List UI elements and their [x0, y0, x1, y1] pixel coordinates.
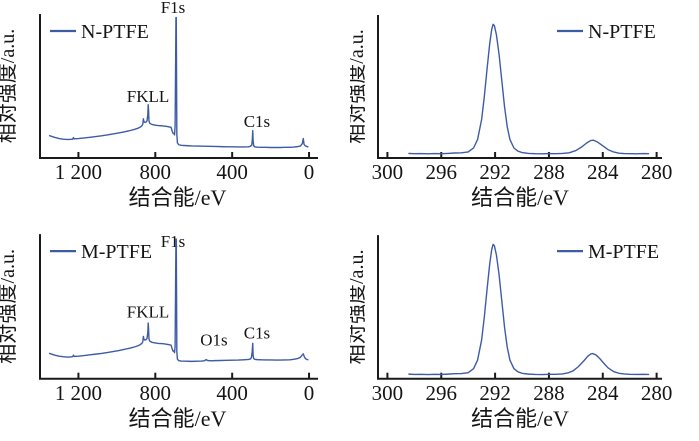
- x-tick-label: 800: [140, 381, 171, 405]
- x-tick-label: 800: [140, 160, 172, 184]
- x-tick-label: 1 200: [55, 381, 102, 405]
- peak-annotation: FKLL: [127, 87, 170, 106]
- panel-survey-m-ptfe: 1 200 800 400 0 结合能/eV 相对强度/a.u. M-PTFE F1s FKLL…: [0, 220, 350, 441]
- y-axis-title: 相对强度/a.u.: [0, 249, 19, 364]
- x-tick-label: 0: [304, 381, 314, 405]
- spectrum-curve: [48, 16, 309, 149]
- peak-annotation: F1s: [161, 0, 186, 17]
- x-tick-label: 292: [479, 381, 510, 405]
- legend-label: M-PTFE: [81, 241, 152, 263]
- chart-highres-m-ptfe: 300 296 292 288 284 280 结合能/eV 相对强度/a.u. M-PTFE: [350, 235, 672, 431]
- legend-label: N-PTFE: [81, 21, 149, 43]
- x-axis-title: 结合能/eV: [129, 406, 227, 431]
- x-tick-label: 300: [372, 381, 403, 405]
- spectrum-curve: [408, 23, 650, 155]
- y-axis-title: 相对强度/a.u.: [350, 249, 368, 364]
- x-tick-label: 0: [304, 160, 315, 184]
- y-axis-title: 相对强度/a.u.: [0, 29, 19, 143]
- x-tick-label: 400: [216, 160, 248, 184]
- x-tick-label: 284: [587, 160, 619, 184]
- peak-annotation: FKLL: [127, 302, 169, 321]
- panel-highres-n-ptfe: 300 296 292 288 284 280 结合能/eV 相对强度/a.u. N-PTFE: [350, 0, 699, 220]
- spectrum-curve: [408, 243, 650, 376]
- peak-annotation: C1s: [244, 324, 270, 343]
- x-tick-label: 1 200: [55, 160, 102, 184]
- x-tick-label: 296: [426, 381, 457, 405]
- x-tick-label: 296: [426, 160, 458, 184]
- x-tick-label: 300: [372, 160, 404, 184]
- x-tick-label: 288: [533, 381, 564, 405]
- legend-label: M-PTFE: [588, 241, 659, 263]
- x-axis-title: 结合能/eV: [129, 185, 227, 210]
- x-tick-label: 288: [533, 160, 565, 184]
- chart-survey-n-ptfe: 1 200 800 400 0 结合能/eV 相对强度/a.u. N-PTFE F1s FKLL…: [0, 0, 318, 210]
- x-axis-title: 结合能/eV: [471, 406, 569, 431]
- x-tick-label: 280: [641, 160, 673, 184]
- panel-survey-n-ptfe: 1 200 800 400 0 结合能/eV 相对强度/a.u. N-PTFE F1s FKLL…: [0, 0, 350, 220]
- peak-annotation: F1s: [161, 232, 186, 251]
- x-tick-label: 284: [587, 381, 619, 405]
- y-axis-title: 相对强度/a.u.: [350, 29, 368, 143]
- x-tick-label: 280: [641, 381, 672, 405]
- x-tick-label: 400: [216, 381, 247, 405]
- chart-survey-m-ptfe: 1 200 800 400 0 结合能/eV 相对强度/a.u. M-PTFE F1s FKLL…: [0, 232, 318, 431]
- peak-annotation: O1s: [200, 331, 227, 350]
- chart-highres-n-ptfe: 300 296 292 288 284 280 结合能/eV 相对强度/a.u. N-PTFE: [350, 15, 673, 210]
- legend-label: N-PTFE: [588, 21, 656, 43]
- spectrum-curve: [48, 238, 309, 363]
- x-tick-label: 292: [479, 160, 511, 184]
- x-axis-title: 结合能/eV: [471, 185, 569, 210]
- peak-annotation: C1s: [244, 112, 270, 131]
- panel-highres-m-ptfe: 300 296 292 288 284 280 结合能/eV 相对强度/a.u. M-PTFE: [350, 220, 699, 441]
